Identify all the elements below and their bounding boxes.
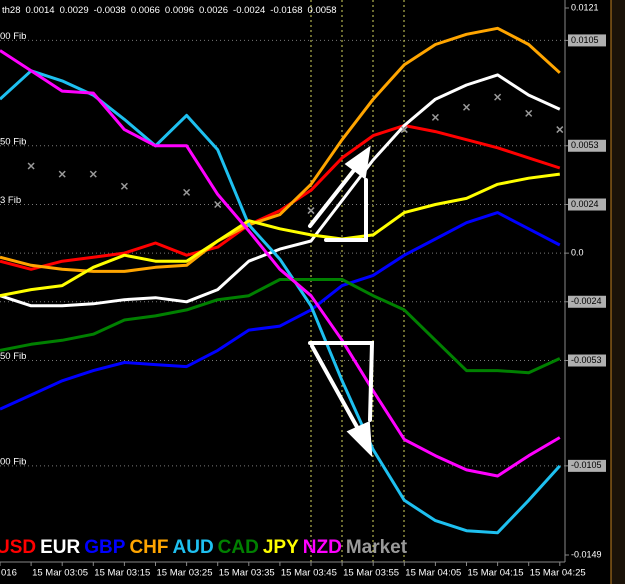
- y-tick-label: -0.0149: [571, 549, 602, 559]
- legend-entry: GBP: [84, 537, 126, 558]
- indicator-label: th28: [2, 5, 21, 16]
- up-arrow: [308, 158, 364, 228]
- indicator-value: 0.0014: [26, 5, 55, 16]
- series-line: [0, 26, 561, 273]
- indicator-header: th28 0.0014 0.0029 -0.0038 0.0066 0.0096 0.002…: [2, 5, 337, 16]
- market-marker: [307, 207, 315, 215]
- y-tick-label: 0.0024: [571, 199, 599, 209]
- legend: USD EUR GBP CHF AUD CAD JPY NZD Market: [0, 537, 408, 558]
- market-marker: [494, 93, 502, 101]
- plot: [0, 26, 564, 535]
- market-marker: [183, 188, 191, 196]
- x-tick-label: 15 Mar 03:45: [281, 568, 337, 579]
- y-tick-box: [568, 198, 606, 211]
- series-line: [0, 278, 561, 375]
- x-tick-label: 15 Mar 04:25: [530, 568, 586, 579]
- market-marker: [556, 126, 564, 134]
- side-strip: [611, 0, 625, 584]
- down-triangle: [308, 341, 375, 422]
- market-marker: [400, 126, 408, 134]
- indicator-value: 0.0066: [131, 5, 160, 16]
- up-triangle: [324, 178, 368, 242]
- fib-label: 50 Fib: [0, 351, 26, 362]
- y-tick-label: -0.0105: [571, 460, 602, 470]
- y-tick-label: 0.0: [571, 248, 584, 258]
- series-line: [0, 124, 561, 271]
- indicator-value: 0.0026: [199, 5, 228, 16]
- x-tick-label: 15 Mar 03:55: [343, 568, 399, 579]
- fib-label: 00 Fib: [0, 31, 26, 42]
- up-arrow-head: [344, 145, 371, 180]
- x-tick-label: 15 Mar 04:05: [405, 568, 461, 579]
- y-tick-label: -0.0053: [571, 355, 602, 365]
- legend-entry: USD: [0, 537, 36, 558]
- legend-entry: JPY: [263, 537, 299, 558]
- down-arrow-head: [346, 421, 373, 458]
- series-line: [0, 211, 561, 411]
- fib-label: 00 Fib: [0, 456, 26, 467]
- market-marker: [462, 103, 471, 111]
- right-panel: [610, 0, 625, 584]
- indicator-value: 0.0058: [308, 5, 337, 16]
- legend-entry: AUD: [173, 537, 214, 558]
- legend-entry: NZD: [303, 537, 342, 558]
- y-tick-label: -0.0024: [571, 296, 602, 306]
- y-tick-label: 0.0121: [571, 2, 599, 12]
- drawn-arrows: [308, 145, 375, 458]
- y-tick-box: [568, 354, 606, 367]
- x-tick-label: 15 Mar 03:35: [219, 568, 275, 579]
- x-tick-label: 016: [1, 568, 17, 579]
- indicator-value: 0.0029: [60, 5, 89, 16]
- legend-entry: EUR: [40, 537, 80, 558]
- x-tick-label: 15 Mar 04:15: [468, 568, 524, 579]
- y-tick-label: 0.0053: [571, 140, 599, 150]
- fib-label: 3 Fib: [0, 195, 21, 206]
- down-arrow: [310, 344, 364, 438]
- fib-label: 50 Fib: [0, 136, 26, 147]
- indicator-value: -0.0038: [94, 5, 126, 16]
- legend-entry: CAD: [218, 537, 259, 558]
- legend-entry: Market: [346, 537, 408, 558]
- y-tick-box: [568, 34, 606, 47]
- series-line: [0, 73, 561, 308]
- y-tick-box: [568, 295, 606, 308]
- series-line: [0, 49, 561, 478]
- y-tick-box: [568, 459, 606, 472]
- x-tick-label: 15 Mar 03:25: [157, 568, 213, 579]
- x-tick-label: 15 Mar 03:05: [32, 568, 88, 579]
- indicator-value: -0.0168: [270, 5, 302, 16]
- market-marker: [214, 200, 222, 209]
- market-marker: [58, 170, 66, 178]
- y-tick-label: 0.0105: [571, 35, 599, 45]
- market-marker: [120, 182, 128, 190]
- series-line: [0, 172, 560, 298]
- x-tick-label: 15 Mar 03:15: [94, 568, 150, 579]
- market-marker: [27, 162, 35, 170]
- market-marker: [525, 109, 533, 117]
- market-marker: [431, 113, 439, 121]
- legend-entry: CHF: [129, 537, 168, 558]
- indicator-value: 0.0096: [165, 5, 194, 16]
- y-tick-box: [568, 139, 606, 152]
- market-marker: [89, 170, 97, 178]
- indicator-value: -0.0024: [233, 5, 265, 16]
